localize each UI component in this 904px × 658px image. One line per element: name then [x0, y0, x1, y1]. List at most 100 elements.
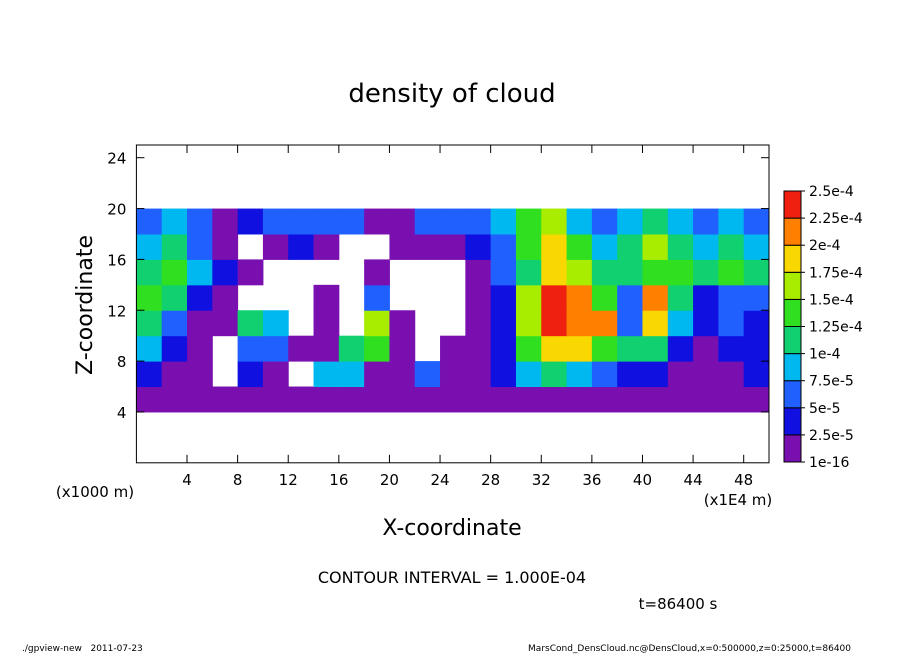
cell	[237, 310, 264, 337]
cell	[364, 386, 390, 413]
plot-frame	[135, 144, 770, 464]
cell	[541, 335, 568, 362]
cell	[667, 259, 694, 286]
cell	[187, 361, 213, 388]
cell	[743, 361, 770, 388]
y-tick-label: 12	[107, 302, 126, 320]
cell	[389, 386, 416, 413]
cell	[566, 310, 593, 337]
colorbar-band	[783, 190, 802, 219]
cell	[743, 208, 770, 235]
colorbar-band	[783, 298, 802, 327]
x-tick-label: 4	[182, 471, 192, 489]
cell	[465, 233, 492, 260]
cell	[718, 386, 745, 413]
cell	[515, 284, 542, 311]
cell	[364, 361, 390, 388]
cell	[591, 259, 618, 286]
cell	[262, 208, 289, 235]
annotation: CONTOUR INTERVAL = 1.000E-04	[318, 568, 586, 587]
cell	[541, 310, 568, 337]
colorbar-label: 7.5e-5	[809, 374, 854, 390]
cell	[591, 386, 618, 413]
cell	[617, 310, 643, 337]
y-tick-label: 24	[107, 150, 126, 168]
x-tick-label: 36	[582, 471, 601, 489]
cell	[566, 284, 593, 311]
cell	[490, 208, 517, 235]
chart-title: density of cloud	[348, 79, 555, 109]
y-tick-label: 16	[107, 251, 126, 269]
cell	[490, 233, 517, 260]
cell	[718, 208, 745, 235]
cell	[591, 310, 618, 337]
time-label: t=86400 s	[639, 595, 718, 613]
colorbar-band	[783, 380, 802, 409]
cell	[414, 208, 441, 235]
cell	[566, 208, 593, 235]
cell	[591, 335, 618, 362]
cell	[642, 361, 669, 388]
cell	[465, 361, 492, 388]
cell	[693, 310, 719, 337]
cell	[617, 208, 643, 235]
cell	[161, 208, 188, 235]
cell	[642, 233, 669, 260]
colorbar-band	[783, 434, 802, 463]
cell	[617, 284, 643, 311]
cell	[465, 284, 492, 311]
cell	[693, 233, 719, 260]
y-tick-label: 8	[117, 353, 127, 371]
cell	[617, 259, 643, 286]
cell	[667, 233, 694, 260]
y-axis-label: Z-coordinate	[73, 235, 98, 375]
colorbar-label: 1.25e-4	[809, 320, 863, 336]
cell	[212, 310, 239, 337]
cell	[440, 335, 466, 362]
cell	[465, 259, 492, 286]
cell	[237, 335, 264, 362]
cell	[338, 208, 365, 235]
cell	[465, 310, 492, 337]
colorbar-band	[783, 326, 802, 355]
cell	[617, 361, 643, 388]
cell	[515, 310, 542, 337]
cell	[212, 208, 239, 235]
cell	[364, 310, 390, 337]
cell	[389, 310, 416, 337]
cell	[515, 361, 542, 388]
cell	[541, 386, 568, 413]
cell	[414, 233, 441, 260]
cell	[591, 361, 618, 388]
x-tick-label: 32	[532, 471, 551, 489]
cell	[541, 233, 568, 260]
cell	[187, 259, 213, 286]
cell	[313, 386, 340, 413]
cell	[642, 310, 669, 337]
y-unit: (x1000 m)	[56, 483, 134, 501]
cell	[136, 310, 163, 337]
cell	[212, 386, 239, 413]
cell	[541, 361, 568, 388]
cell	[364, 259, 390, 286]
cell	[161, 386, 188, 413]
cell	[262, 335, 289, 362]
cell	[187, 233, 213, 260]
cell	[693, 208, 719, 235]
x-tick-label: 44	[684, 471, 703, 489]
cell	[212, 284, 239, 311]
x-tick-label: 16	[329, 471, 348, 489]
cell	[440, 386, 466, 413]
y-tick-label: 4	[117, 404, 127, 422]
cell	[389, 361, 416, 388]
x-tick-label: 48	[734, 471, 753, 489]
cell	[667, 361, 694, 388]
cell	[693, 284, 719, 311]
cell	[718, 310, 745, 337]
cell	[364, 284, 390, 311]
cell	[541, 284, 568, 311]
cell	[262, 310, 289, 337]
cell	[617, 233, 643, 260]
cell	[617, 335, 643, 362]
cell	[667, 335, 694, 362]
